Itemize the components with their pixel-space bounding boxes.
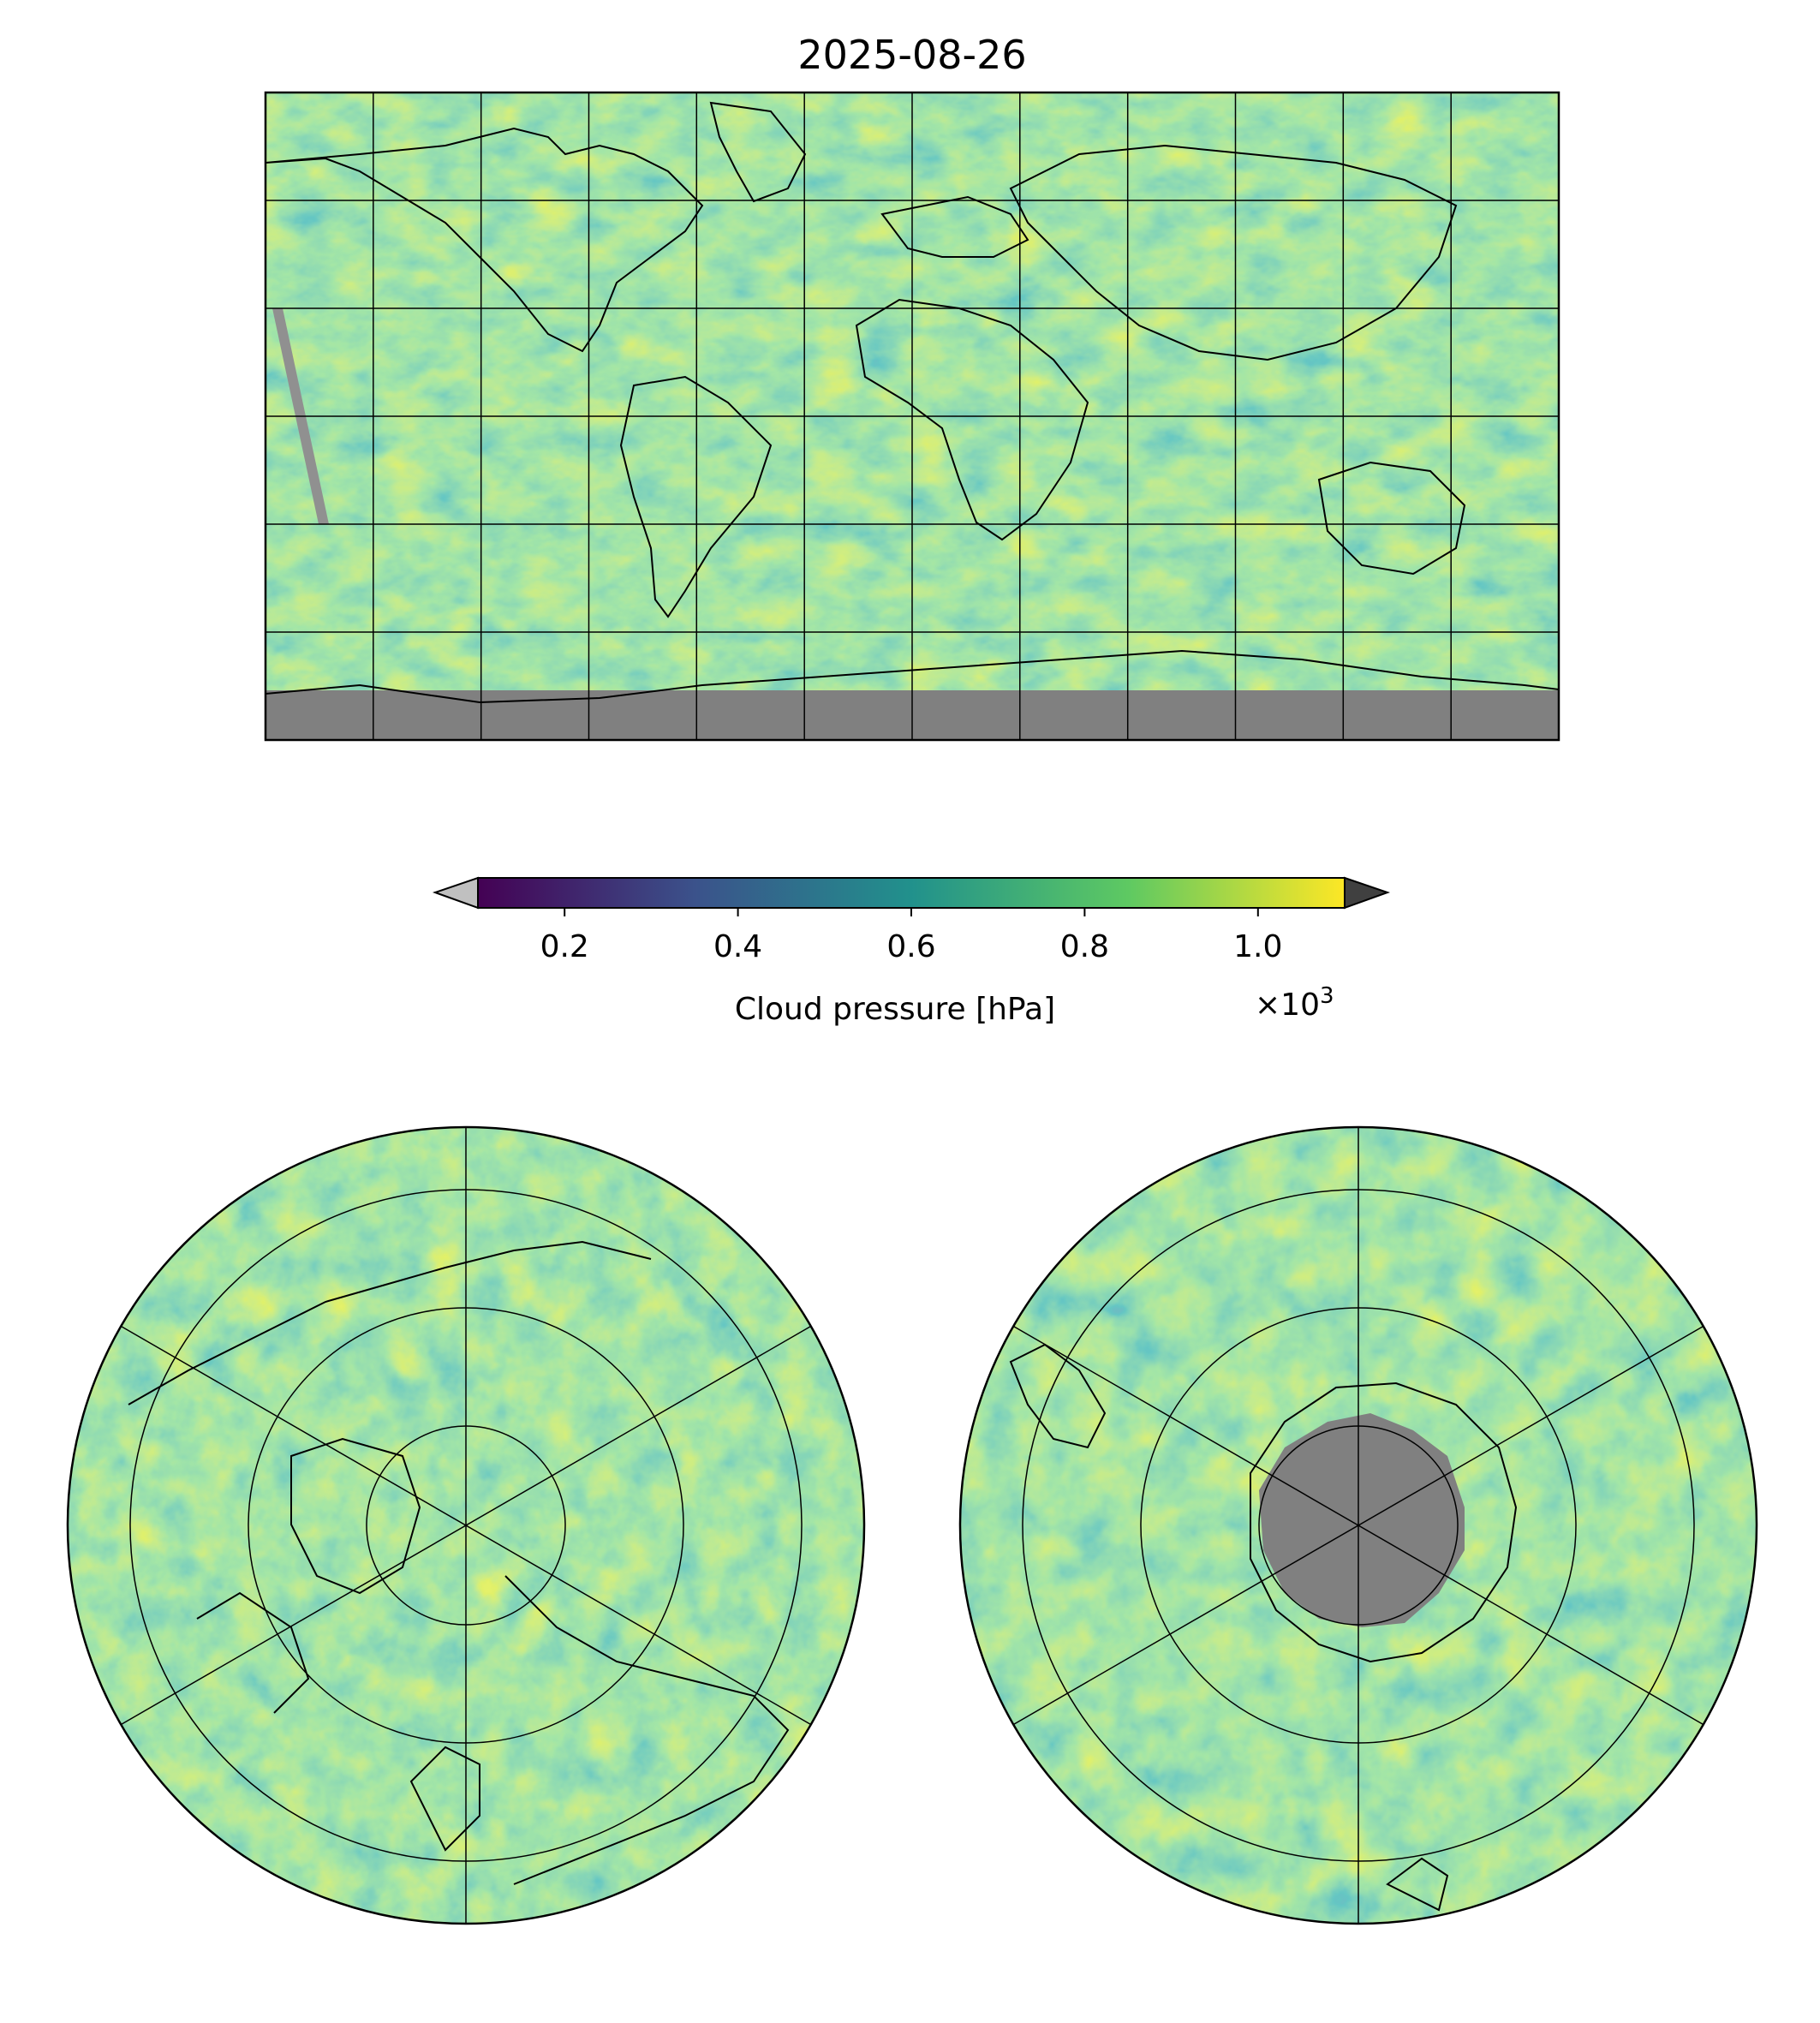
colorbar-multiplier: ×103	[1255, 983, 1334, 1023]
colorbar-tick-label: 1.0	[1233, 929, 1282, 964]
south-coastlines	[1009, 1343, 1518, 1912]
south-polar-map	[958, 1125, 1758, 1925]
global-map-frame	[264, 91, 1560, 742]
global-gridlines	[266, 92, 1559, 740]
colorbar-gradient	[478, 878, 1345, 908]
global-map	[264, 91, 1560, 742]
figure-title: 2025-08-26	[797, 32, 1026, 78]
north-gridlines	[120, 1127, 812, 1924]
colorbar: 0.2 0.4 0.6 0.8 1.0 Cloud pressure [hPa] ×10…	[432, 876, 1391, 1027]
colorbar-over-extend	[1344, 876, 1391, 910]
colorbar-ticks: 0.2 0.4 0.6 0.8 1.0	[540, 908, 1282, 964]
colorbar-tick-label: 0.2	[540, 929, 589, 964]
colorbar-label: Cloud pressure [hPa]	[735, 992, 1055, 1027]
south-missing-antarctica	[1259, 1413, 1465, 1627]
colorbar-tick-label: 0.8	[1060, 929, 1109, 964]
colorbar-under-extend	[432, 876, 479, 910]
north-polar-frame	[66, 1125, 866, 1925]
south-gridlines	[1012, 1127, 1704, 1924]
north-polar-map	[66, 1125, 866, 1925]
colorbar-tick-label: 0.6	[886, 929, 935, 964]
colorbar-tick-label: 0.4	[713, 929, 762, 964]
south-polar-frame	[958, 1125, 1758, 1925]
north-coastlines	[128, 1240, 790, 1885]
